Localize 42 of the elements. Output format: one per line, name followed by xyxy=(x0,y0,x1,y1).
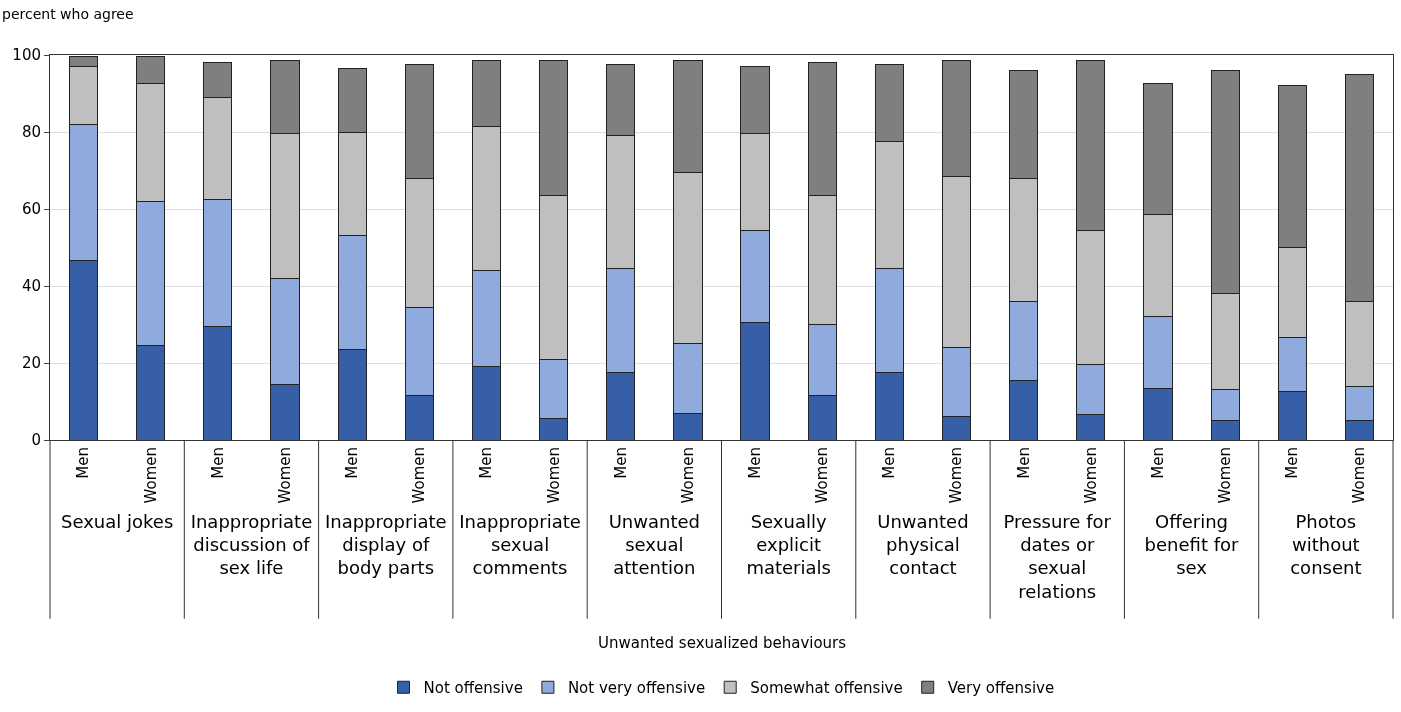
y-axis-title: percent who agree xyxy=(2,6,134,22)
legend-label: Somewhat offensive xyxy=(750,679,903,698)
x-tick-label: Women xyxy=(1081,447,1100,504)
y-tick-label: 40 xyxy=(21,277,41,296)
x-tick-label: Men xyxy=(208,447,227,479)
x-tick-label: Men xyxy=(1014,447,1033,479)
x-axis-title: Inappropriate discussion of sex life xyxy=(190,510,313,579)
x-axis-title: Unwanted physical contact xyxy=(877,510,969,579)
x-tick-label: Women xyxy=(141,447,160,504)
x-tick-label: Men xyxy=(343,447,362,479)
x-tick-label: Men xyxy=(745,447,764,479)
x-axis-title: Pressure for dates or sexual relations xyxy=(1003,510,1112,602)
x-tick-label: Women xyxy=(947,447,966,504)
x-tick-label: Men xyxy=(1283,447,1302,479)
x-tick-label: Women xyxy=(678,447,697,504)
x-tick-label: Women xyxy=(410,447,429,504)
text: Unwanted sexualized behaviours xyxy=(598,634,847,652)
x-tick-label: Women xyxy=(544,447,563,504)
x-axis-title: Sexually explicit materials xyxy=(746,510,831,579)
x-tick-label: Men xyxy=(74,447,93,479)
y-tick-label: 60 xyxy=(21,200,41,219)
x-axis-title: Unwanted sexual attention xyxy=(608,510,701,579)
x-tick-label: Men xyxy=(611,447,630,479)
y-tick-label: 20 xyxy=(21,354,41,373)
x-axis-title: Offering benefit for sex xyxy=(1144,510,1240,579)
y-tick-label: 100 xyxy=(12,46,41,65)
x-tick-label: Women xyxy=(275,447,294,504)
x-tick-label: Women xyxy=(1216,447,1235,504)
x-axis-title: Inappropriate display of body parts xyxy=(324,510,447,579)
x-tick-label: Women xyxy=(1350,447,1369,504)
x-tick-label: Men xyxy=(477,447,496,479)
x-tick-label: Men xyxy=(880,447,899,479)
x-tick-label: Men xyxy=(1148,447,1167,479)
x-axis-title: Photos without consent xyxy=(1290,510,1362,579)
x-axis-title: Inappropriate sexual comments xyxy=(459,510,581,579)
y-tick-label: 0 xyxy=(31,431,41,450)
legend-label: Not offensive xyxy=(423,679,523,698)
legend-label: Very offensive xyxy=(947,679,1055,698)
legend-label: Not very offensive xyxy=(567,679,706,698)
y-tick-label: 80 xyxy=(21,123,41,142)
x-tick-label: Women xyxy=(813,447,832,504)
x-axis-title: Sexual jokes xyxy=(61,510,174,532)
